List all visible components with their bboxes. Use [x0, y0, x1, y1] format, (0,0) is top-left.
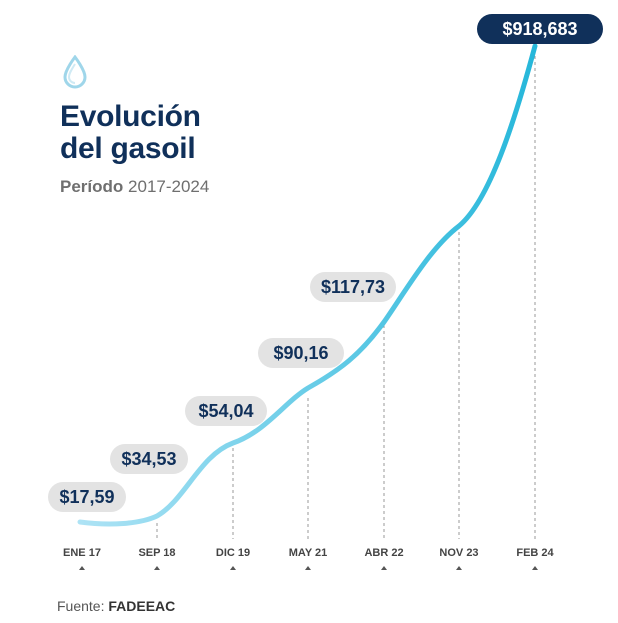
price-series-line: [77, 43, 538, 527]
source-name: FADEEAC: [108, 598, 176, 614]
data-label-text: $117,73: [321, 277, 385, 297]
x-tick-marker: [456, 566, 462, 570]
x-tick-marker: [230, 566, 236, 570]
x-tick-marker: [79, 566, 85, 570]
data-label-text: $918,683: [502, 19, 577, 39]
data-label-pill: [185, 396, 267, 426]
data-label-pill: [477, 14, 603, 44]
x-tick-marker: [381, 566, 387, 570]
title-line-2: del gasoil: [60, 132, 196, 165]
x-tick-marker: [305, 566, 311, 570]
data-label-pill: [48, 482, 126, 512]
period-range: 2017-2024: [128, 177, 210, 196]
data-label: $918,683: [477, 14, 603, 44]
data-label-text: $17,59: [59, 487, 114, 507]
chart-subtitle: Período 2017-2024: [60, 177, 209, 197]
data-label: $90,16: [258, 338, 344, 368]
source-note: Fuente: FADEEAC: [57, 598, 175, 614]
data-label-text: $90,16: [273, 343, 328, 363]
x-tick-label: DIC 19: [216, 547, 250, 559]
source-label: Fuente:: [57, 598, 105, 614]
x-tick-label: ABR 22: [364, 547, 403, 559]
title-block: Evolución del gasoil Período 2017-2024: [60, 55, 209, 197]
data-label-pill: [258, 338, 344, 368]
data-label-pill: [110, 444, 188, 474]
x-tick-marker: [532, 566, 538, 570]
x-tick-marker: [154, 566, 160, 570]
x-tick-label: FEB 24: [516, 547, 554, 559]
x-tick-label: SEP 18: [138, 547, 175, 559]
drop-icon: [63, 55, 87, 89]
data-label: $117,73: [310, 272, 396, 302]
data-label-text: $54,04: [198, 401, 253, 421]
data-label: $34,53: [110, 444, 188, 474]
data-label: $17,59: [48, 482, 126, 512]
title-line-1: Evolución: [60, 100, 201, 133]
chart-title: Evolución del gasoil: [60, 101, 209, 165]
x-tick-label: NOV 23: [439, 547, 478, 559]
x-tick-label: ENE 17: [63, 547, 101, 559]
data-label: $54,04: [185, 396, 267, 426]
data-label-pill: [310, 272, 396, 302]
period-label: Período: [60, 177, 124, 196]
x-tick-label: MAY 21: [289, 547, 328, 559]
data-label-text: $34,53: [121, 449, 176, 469]
